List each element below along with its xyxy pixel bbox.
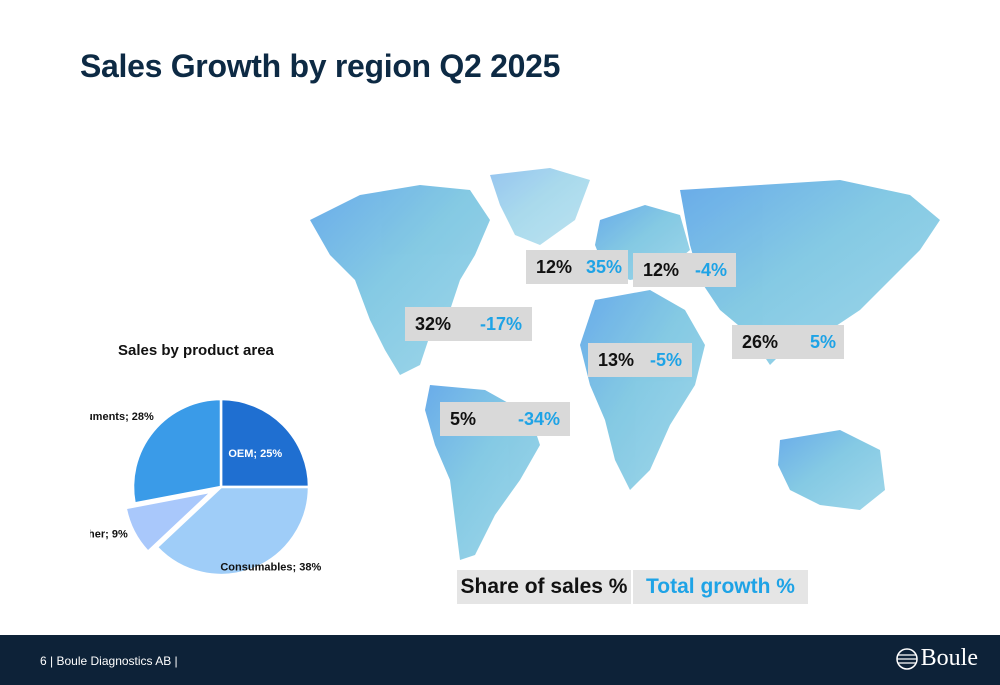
page-title: Sales Growth by region Q2 2025 [80,48,561,84]
pie-label-other: Other; 9% [90,528,128,540]
region-north-america: 32% -17% [405,307,532,341]
legend-share-of-sales: Share of sales % [457,570,631,604]
region-share: 12% [643,259,680,280]
region-growth: -5% [650,349,683,370]
pie-slice-instruments [131,397,223,505]
pie-slice-oem [219,397,311,489]
region-share: 32% [415,313,452,334]
region-growth: 35% [586,256,623,277]
region-nordics: 12% 35% [526,250,628,284]
region-share: 26% [742,331,779,352]
footer-bar: 6 | Boule Diagnostics AB | Boule [0,635,1000,685]
region-share: 12% [536,256,573,277]
region-share: 13% [598,349,635,370]
region-growth: -4% [695,259,728,280]
region-europe: 12% -4% [633,253,736,287]
region-growth: -17% [480,313,523,334]
pie-label-instruments: Instruments; 28% [90,411,154,423]
boule-logo: Boule [895,645,978,672]
greenland-shape [490,168,590,245]
footer-text: 6 | Boule Diagnostics AB | [40,654,178,668]
region-latin-america: 5% -34% [440,402,570,436]
pie-slice-other [124,489,217,554]
pie-slice-consumables [155,485,311,577]
australia-shape [778,430,885,510]
north-america-shape [310,185,490,375]
pie-label-oem: OEM; 25% [228,448,282,460]
company-name: Boule Diagnostics AB [56,654,172,668]
pie-chart-title: Sales by product area [118,342,274,359]
legend-total-growth: Total growth % [633,570,808,604]
pie-label-consumables: Consumables; 38% [220,561,321,573]
region-mea: 13% -5% [588,343,692,377]
africa-shape [580,290,705,490]
region-share: 5% [450,408,477,429]
logo-globe-icon [895,647,918,670]
region-growth: 5% [810,331,837,352]
asia-shape [680,180,940,365]
region-growth: -34% [518,408,561,429]
pie-chart: OEM; 25% Consumables; 38% Other; 9% Instrum… [90,397,321,577]
region-asia: 26% 5% [732,325,844,359]
page-number: 6 [40,654,47,668]
logo-text: Boule [920,645,978,671]
